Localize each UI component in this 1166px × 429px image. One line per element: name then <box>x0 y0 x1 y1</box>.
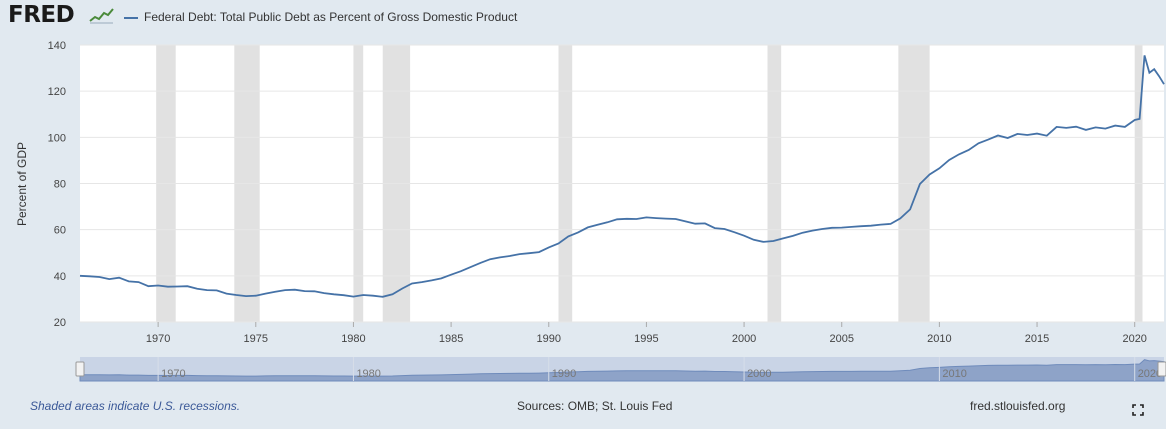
x-tick-label: 2010 <box>927 333 951 345</box>
recession-note: Shaded areas indicate U.S. recessions. <box>30 399 241 413</box>
y-axis-label: Percent of GDP <box>15 142 29 226</box>
x-tick-label: 1985 <box>439 333 463 345</box>
site-link[interactable]: fred.stlouisfed.org <box>970 399 1066 413</box>
x-tick-label: 1975 <box>244 333 268 345</box>
range-navigator[interactable]: 1970 1980 1990 2000 2010 2020 <box>75 357 1166 382</box>
navigator-tick-label: 1970 <box>161 368 185 380</box>
x-tick-label: 2020 <box>1122 333 1146 345</box>
x-tick-label: 1990 <box>537 333 561 345</box>
trend-line-icon <box>88 6 114 24</box>
y-tick-label: 20 <box>54 317 66 329</box>
x-axis-ticks: 1970 1975 1980 1985 1990 1995 2000 2005 2010 2015… <box>146 322 1147 345</box>
legend-swatch <box>124 16 138 19</box>
x-tick-label: 1995 <box>634 333 658 345</box>
chart-header: FRED Federal Debt: Total Public Debt as … <box>0 0 1166 34</box>
x-tick-label: 2000 <box>732 333 756 345</box>
navigator-handle-left[interactable] <box>75 361 85 377</box>
chart-legend[interactable]: Federal Debt: Total Public Debt as Perce… <box>124 10 517 24</box>
y-tick-label: 100 <box>48 132 66 144</box>
sources-text: Sources: OMB; St. Louis Fed <box>517 399 673 413</box>
fullscreen-icon[interactable] <box>1132 404 1144 416</box>
fred-logo[interactable]: FRED <box>8 2 75 28</box>
legend-series-label: Federal Debt: Total Public Debt as Perce… <box>144 10 518 24</box>
x-tick-label: 1980 <box>341 333 365 345</box>
y-axis-ticks: 20 40 60 80 100 120 140 <box>48 40 66 329</box>
y-tick-label: 120 <box>48 86 66 98</box>
gridlines <box>80 44 1164 323</box>
navigator-tick-label: 1990 <box>552 368 576 380</box>
y-tick-label: 40 <box>54 271 66 283</box>
navigator-tick-label: 2000 <box>747 368 771 380</box>
navigator-ticks: 1970 1980 1990 2000 2010 2020 <box>157 357 1162 381</box>
navigator-tick-label: 1980 <box>356 368 380 380</box>
navigator-tick-label: 2020 <box>1138 368 1162 380</box>
navigator-area <box>79 359 1165 382</box>
series-line[interactable] <box>79 55 1165 298</box>
y-tick-label: 60 <box>54 225 66 237</box>
navigator-handle-right[interactable] <box>1157 361 1166 377</box>
x-tick-label: 2005 <box>829 333 853 345</box>
y-tick-label: 140 <box>48 40 66 52</box>
navigator-tick-label: 2010 <box>942 368 966 380</box>
y-tick-label: 80 <box>54 179 66 191</box>
x-tick-label: 2015 <box>1025 333 1049 345</box>
x-tick-label: 1970 <box>146 333 170 345</box>
